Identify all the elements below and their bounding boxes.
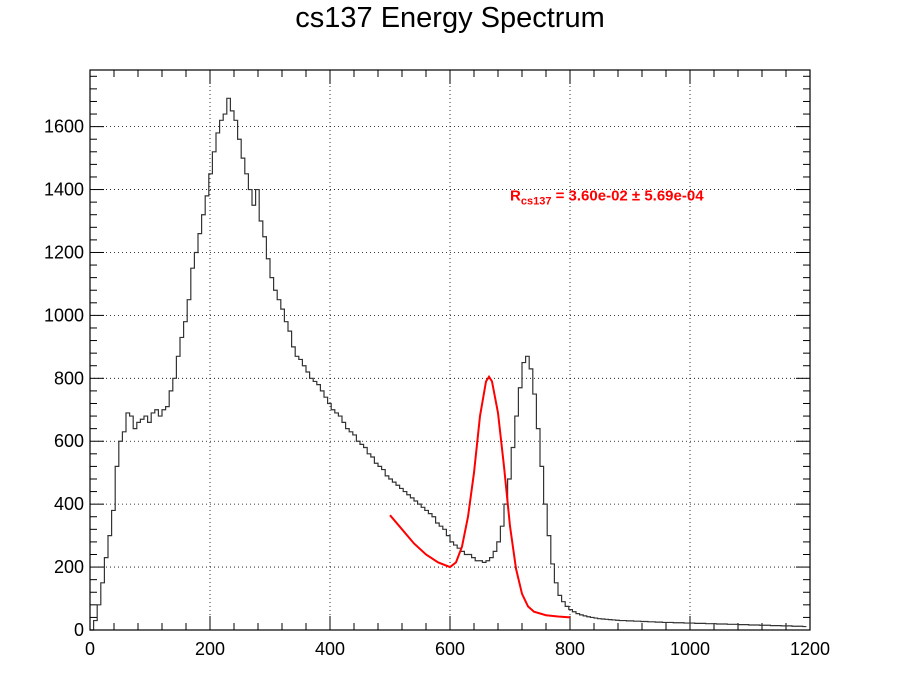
annotation-main: R	[510, 188, 521, 205]
x-tick-label: 0	[85, 639, 95, 659]
grid-lines	[90, 70, 810, 630]
y-tick-label: 1400	[44, 180, 84, 200]
y-tick-label: 1200	[44, 242, 84, 262]
x-tick-label: 1000	[670, 639, 710, 659]
x-tick-label: 800	[555, 639, 585, 659]
x-tick-label: 1200	[790, 639, 830, 659]
y-axis-ticks: 0 200 400 600 800 1000 1200 1400 1600	[44, 75, 810, 640]
fit-curve	[389, 374, 571, 619]
y-tick-label: 200	[54, 557, 84, 577]
y-tick-label: 800	[54, 368, 84, 388]
x-tick-label: 200	[195, 639, 225, 659]
y-tick-label: 400	[54, 494, 84, 514]
x-axis-ticks: 0 200 400 600 800 1000 1200	[85, 70, 830, 659]
x-tick-label: 600	[435, 639, 465, 659]
y-tick-label: 1600	[44, 117, 84, 137]
annotation-value: = 3.60e-02 ± 5.69e-04	[551, 188, 704, 205]
annotation-subscript: cs137	[521, 196, 552, 208]
histogram-series	[90, 97, 807, 631]
plot-frame	[89, 69, 811, 631]
x-tick-label: 400	[315, 639, 345, 659]
y-tick-label: 1000	[44, 305, 84, 325]
resolution-annotation: Rcs137 = 3.60e-02 ± 5.69e-04	[510, 188, 704, 208]
y-tick-label: 0	[74, 620, 84, 640]
y-tick-label: 600	[54, 431, 84, 451]
chart-title: cs137 Energy Spectrum	[295, 2, 605, 34]
